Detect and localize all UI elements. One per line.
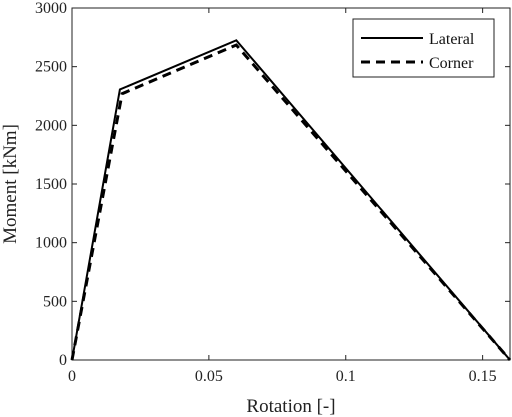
x-axis-label: Rotation [-] [246,396,335,417]
series-group [70,39,512,361]
series-line-corner [70,43,512,361]
x-tick-label: 0.1 [336,368,356,385]
y-tick-label: 1000 [35,235,67,252]
y-tick-label: 2500 [35,59,67,76]
ticks: 0 0.05 0.1 0.15 0 500 1000 1500 2000 2500 3000 [35,0,510,385]
y-tick-label: 500 [43,293,67,310]
legend: Lateral Corner [352,18,495,78]
x-tick-label: 0.15 [469,368,497,385]
x-tick-label: 0.05 [195,368,223,385]
x-tick-label: 0 [68,368,76,385]
y-tick-label: 1500 [35,176,67,193]
legend-label-lateral: Lateral [429,31,475,48]
legend-label-corner: Corner [429,55,474,72]
legend-box [352,18,495,78]
y-tick-label: 2000 [35,117,67,134]
y-tick-label: 0 [59,352,67,369]
y-axis-label: Moment [kNm] [0,124,21,244]
y-tick-label: 3000 [35,0,67,17]
